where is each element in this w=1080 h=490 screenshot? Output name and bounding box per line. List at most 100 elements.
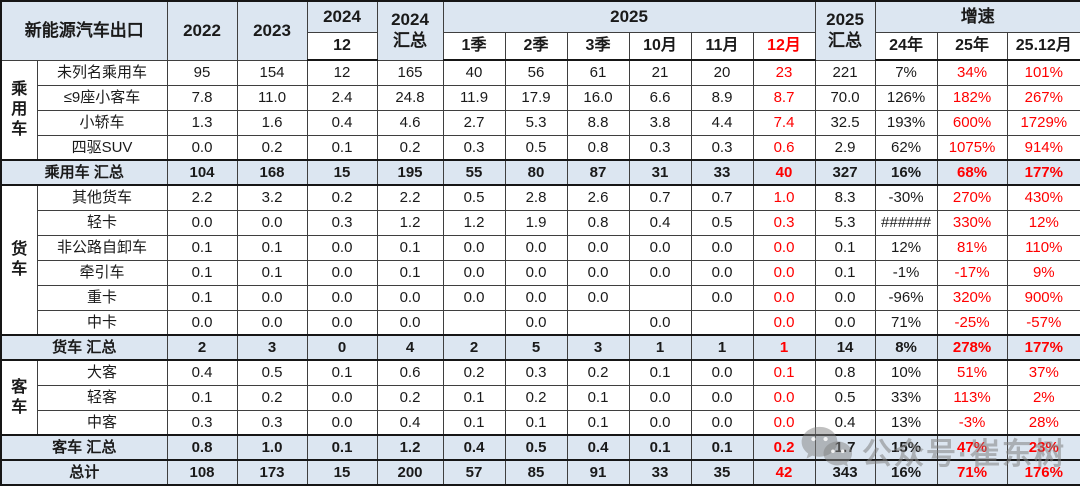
value-cell: 33: [628, 459, 692, 486]
value-cell: 51%: [936, 359, 1008, 386]
value-cell: 37%: [1006, 359, 1080, 386]
value-cell: 0.0: [628, 384, 692, 411]
value-cell: 0.0: [752, 234, 816, 261]
row-label: 四驱SUV: [36, 134, 168, 161]
value-cell: 2.9: [814, 134, 876, 161]
value-cell: 600%: [936, 109, 1008, 136]
value-cell: 0.0: [628, 234, 692, 261]
col-header-q3: 3季: [566, 31, 630, 61]
value-cell: 0.2: [504, 384, 568, 411]
value-cell: 12: [306, 59, 378, 86]
col-header-growth-25: 25年: [936, 31, 1008, 61]
table-row: 轻卡 0.0 0.0 0.3 1.2 1.2 1.9 0.8 0.4 0.5 0.3 5.3 #####…: [1, 209, 1080, 236]
value-cell: 61: [566, 59, 630, 86]
value-cell: 0.0: [376, 284, 444, 311]
value-cell: 0.0: [752, 284, 816, 311]
col-header-2024-total-line1: 2024: [391, 10, 429, 30]
value-cell: 0.1: [306, 359, 378, 386]
value-cell: 4.4: [690, 109, 754, 136]
value-cell: 0.1: [504, 409, 568, 436]
value-cell: 6.6: [628, 84, 692, 111]
table-row: 轻客 0.1 0.2 0.0 0.2 0.1 0.2 0.1 0.0 0.0 0.0 0.5 33% 11…: [1, 384, 1080, 411]
group-label: 客车: [0, 359, 38, 436]
value-cell: 71%: [936, 459, 1008, 486]
value-cell: 154: [236, 59, 308, 86]
value-cell: 0.6: [376, 359, 444, 386]
header-row-2: 12 1季 2季 3季 10月 11月 12月 24年 25年 25.12月: [1, 31, 1080, 61]
value-cell: 108: [166, 459, 238, 486]
value-cell: 182%: [936, 84, 1008, 111]
value-cell: 0.0: [306, 259, 378, 286]
value-cell: 5.3: [504, 109, 568, 136]
value-cell: 0.0: [566, 234, 630, 261]
value-cell: 327: [814, 159, 876, 186]
group-label: 乘用车: [0, 59, 38, 161]
value-cell: 0.0: [690, 284, 754, 311]
summary-row: 总计 108 173 15 200 57 85 91 33 35 42 343 16% 71% 176%: [0, 459, 1080, 486]
value-cell: 71%: [874, 309, 938, 336]
value-cell: 0.2: [442, 359, 506, 386]
value-cell: 0.4: [306, 109, 378, 136]
value-cell: 0.1: [166, 259, 238, 286]
value-cell: 0.3: [504, 359, 568, 386]
value-cell: 0.0: [814, 284, 876, 311]
value-cell: 2.7: [442, 109, 506, 136]
value-cell: 85: [504, 459, 568, 486]
value-cell: 2.2: [376, 184, 444, 211]
value-cell: 7%: [874, 59, 938, 86]
value-cell: 101%: [1006, 59, 1080, 86]
value-cell: 8.8: [566, 109, 630, 136]
value-cell: 0.0: [442, 234, 506, 261]
value-cell: 12%: [874, 234, 938, 261]
value-cell: 0.5: [442, 184, 506, 211]
table-row: 牵引车 0.1 0.1 0.0 0.1 0.0 0.0 0.0 0.0 0.0 0.0 0.1 -1% -…: [1, 259, 1080, 286]
row-label: 牵引车: [36, 259, 168, 286]
value-cell: 2.2: [166, 184, 238, 211]
value-cell: 0.0: [814, 309, 876, 336]
value-cell: 8%: [874, 334, 938, 361]
value-cell: 40: [752, 159, 816, 186]
col-header-oct: 10月: [628, 31, 692, 61]
value-cell: 21: [628, 59, 692, 86]
value-cell: 0.0: [236, 209, 308, 236]
value-cell: 8.7: [752, 84, 816, 111]
row-label: 乘用车 汇总: [0, 159, 168, 186]
value-cell: 0.3: [690, 134, 754, 161]
value-cell: 2.4: [306, 84, 378, 111]
value-cell: 9%: [1006, 259, 1080, 286]
value-cell: 1.0: [752, 184, 816, 211]
value-cell: 91: [566, 459, 630, 486]
value-cell: 0.0: [752, 409, 816, 436]
row-label: 中卡: [36, 309, 168, 336]
value-cell: 1.9: [504, 209, 568, 236]
value-cell: 1.6: [236, 109, 308, 136]
value-cell: 0.3: [166, 409, 238, 436]
value-cell: 56: [504, 59, 568, 86]
value-cell: 12%: [1006, 209, 1080, 236]
summary-row: 客车 汇总 0.8 1.0 0.1 1.2 0.4 0.5 0.4 0.1 0.1 0.2 1.7 15…: [0, 434, 1080, 461]
value-cell: 0.0: [166, 209, 238, 236]
value-cell: 176%: [1006, 459, 1080, 486]
value-cell: 47%: [936, 434, 1008, 461]
value-cell: 13%: [874, 409, 938, 436]
value-cell: 0.0: [442, 259, 506, 286]
value-cell: 0.0: [752, 384, 816, 411]
row-label: ≤9座小客车: [36, 84, 168, 111]
value-cell: 0.0: [690, 259, 754, 286]
value-cell: 34%: [936, 59, 1008, 86]
value-cell: 0.4: [442, 434, 506, 461]
value-cell: 2%: [1006, 384, 1080, 411]
value-cell: 0.2: [236, 134, 308, 161]
value-cell: 0.1: [166, 284, 238, 311]
value-cell: 200: [376, 459, 444, 486]
value-cell: 14: [814, 334, 876, 361]
table-row: 中客 0.3 0.3 0.0 0.4 0.1 0.1 0.1 0.0 0.0 0.0 0.4 13% -3…: [1, 409, 1080, 436]
value-cell: 95: [166, 59, 238, 86]
table-row: ≤9座小客车 7.8 11.0 2.4 24.8 11.9 17.9 16.0 6.6 8.9 8.…: [1, 84, 1080, 111]
value-cell: 16%: [874, 159, 938, 186]
value-cell: 33: [690, 159, 754, 186]
value-cell: 0.0: [306, 284, 378, 311]
value-cell: [628, 284, 692, 311]
value-cell: 11.0: [236, 84, 308, 111]
